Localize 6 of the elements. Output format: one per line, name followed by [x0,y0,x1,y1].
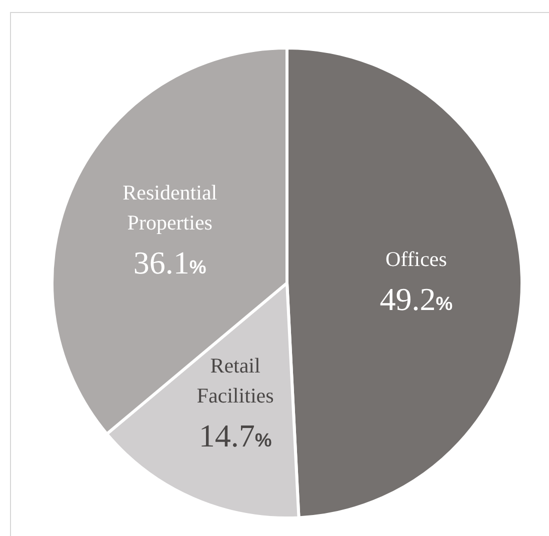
slice-label: Offices [386,246,447,271]
slice-label: Residential Properties [122,180,218,234]
data-label: 36.1% [133,244,206,280]
data-label: 49.2% [380,280,453,317]
slice-label: Retail Facilities [196,353,274,408]
data-label: 14.7% [198,417,272,454]
